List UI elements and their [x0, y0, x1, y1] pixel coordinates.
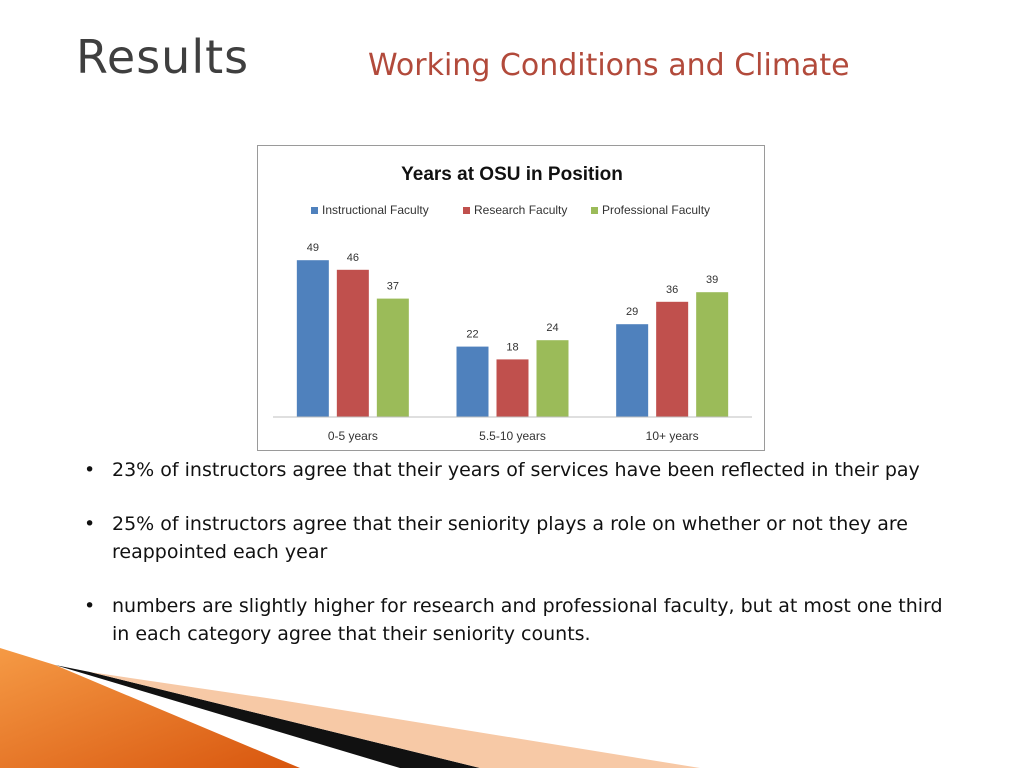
data-label: 22 [466, 329, 478, 341]
x-tick-label: 0-5 years [328, 429, 378, 443]
x-tick-label: 5.5-10 years [479, 429, 546, 443]
legend-swatch [311, 207, 318, 214]
legend-swatch [463, 207, 470, 214]
legend-label: Professional Faculty [602, 203, 710, 217]
slide-subtitle: Working Conditions and Climate [368, 48, 850, 83]
bullet-text: numbers are slightly higher for research… [112, 595, 943, 645]
bullet-item: • 23% of instructors agree that their yea… [84, 456, 944, 484]
bullet-text: 25% of instructors agree that their seni… [112, 513, 908, 563]
x-axis-ticks: 0-5 years 5.5-10 years 10+ years [328, 429, 699, 443]
bar-professional-faculty-1 [536, 340, 569, 417]
data-label: 24 [546, 322, 558, 334]
orange-swoosh [0, 648, 300, 768]
bar-professional-faculty-0 [376, 298, 409, 417]
bar-professional-faculty-2 [696, 292, 729, 417]
chart-data-labels: 49 46 37 22 18 24 29 36 39 [307, 242, 719, 353]
data-label: 37 [387, 281, 399, 293]
legend-label: Instructional Faculty [322, 203, 429, 217]
legend-swatch [591, 207, 598, 214]
bar-instructional-faculty-2 [616, 324, 649, 417]
bullet-item: • numbers are slightly higher for researc… [84, 592, 944, 648]
bullet-text: 23% of instructors agree that their year… [112, 459, 920, 481]
x-tick-label: 10+ years [646, 429, 699, 443]
black-swoosh [55, 665, 480, 768]
data-label: 46 [347, 252, 359, 264]
chart-title: Years at OSU in Position [401, 164, 623, 185]
bullet-item: • 25% of instructors agree that their sen… [84, 510, 944, 566]
bar-instructional-faculty-0 [296, 260, 329, 417]
data-label: 39 [706, 274, 718, 286]
bar-research-faculty-0 [336, 269, 369, 417]
peach-swoosh [90, 672, 700, 768]
data-label: 36 [666, 284, 678, 296]
bullet-marker: • [84, 513, 96, 535]
bar-research-faculty-2 [656, 301, 689, 417]
chart-frame: Years at OSU in Position Instructional F… [257, 145, 765, 451]
slide-title: Results [76, 30, 250, 84]
chart-legend: Instructional Faculty Research Faculty Pro… [311, 203, 710, 217]
bullet-marker: • [84, 459, 96, 481]
legend-label: Research Faculty [474, 203, 567, 217]
data-label: 18 [506, 341, 518, 353]
data-label: 49 [307, 242, 319, 254]
bar-research-faculty-1 [496, 359, 529, 417]
bullet-marker: • [84, 595, 96, 617]
bar-chart: Years at OSU in Position Instructional F… [273, 164, 752, 443]
chart-bars [296, 260, 729, 417]
bar-instructional-faculty-1 [456, 346, 489, 417]
bullet-list: • 23% of instructors agree that their yea… [84, 456, 944, 674]
data-label: 29 [626, 306, 638, 318]
